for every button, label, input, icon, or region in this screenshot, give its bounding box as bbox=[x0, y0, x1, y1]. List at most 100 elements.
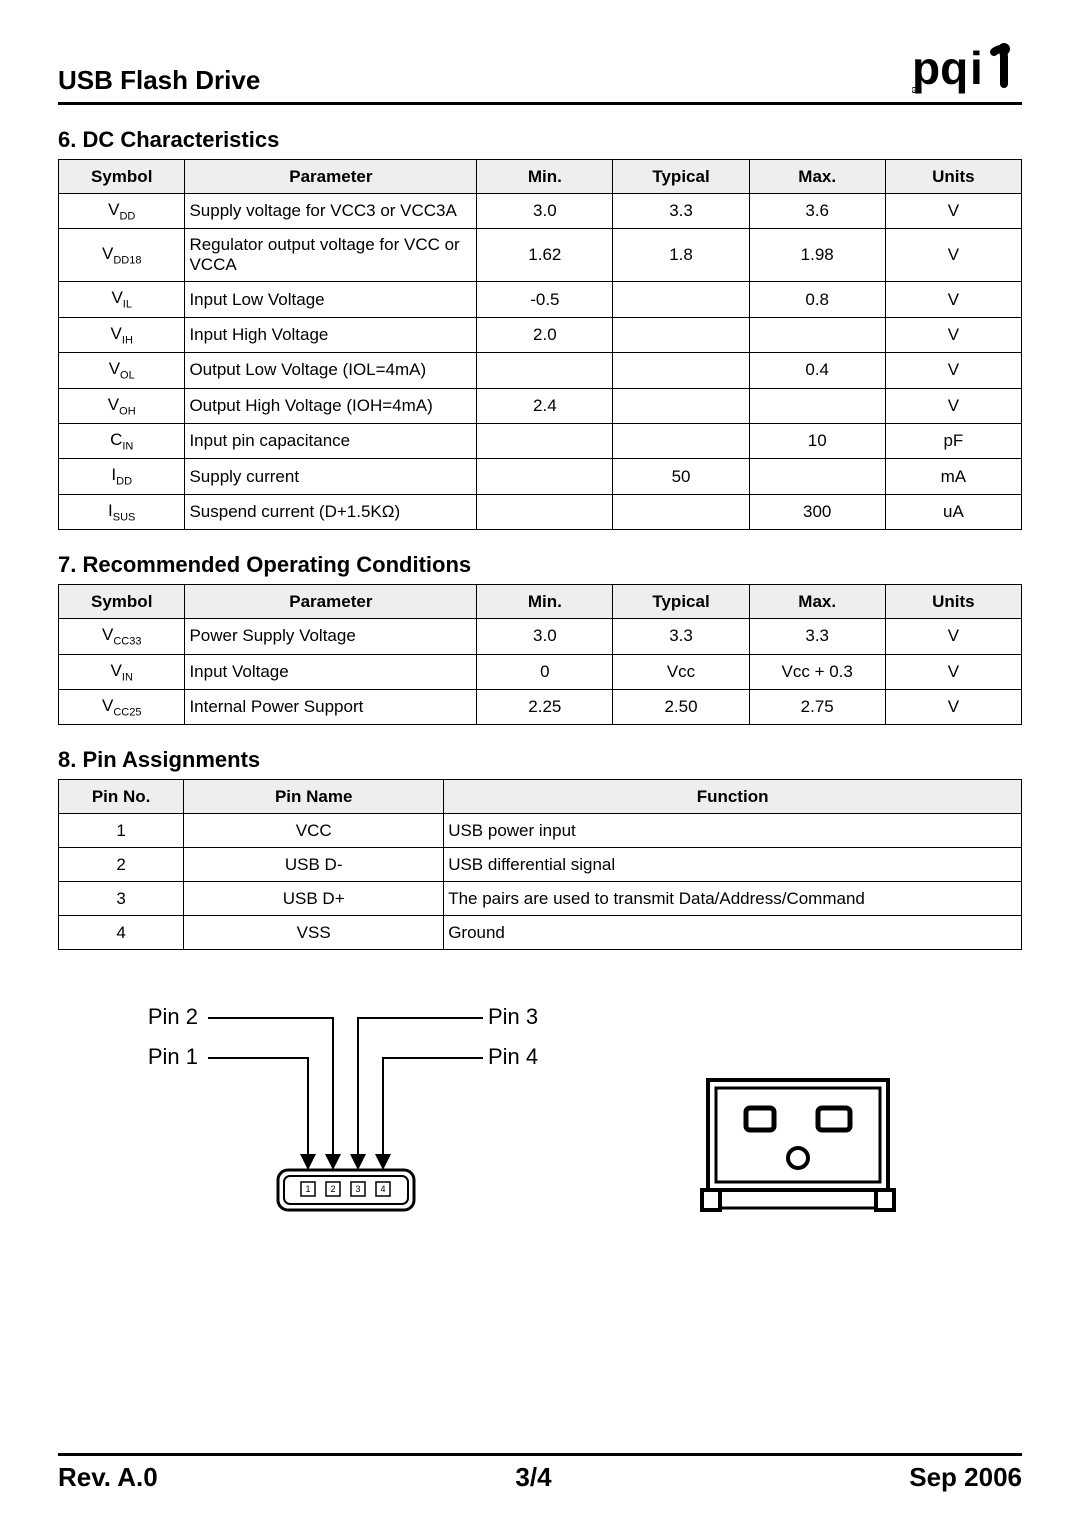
col-typical: Typical bbox=[613, 160, 749, 194]
cell-function: USB differential signal bbox=[444, 848, 1022, 882]
cell-symbol: VDD18 bbox=[59, 229, 185, 282]
section-title-dc: 6. DC Characteristics bbox=[58, 127, 1022, 153]
cell-units: V bbox=[885, 229, 1021, 282]
cell-max: 1.98 bbox=[749, 229, 885, 282]
cell-min bbox=[477, 459, 613, 494]
cell-typical: 1.8 bbox=[613, 229, 749, 282]
table-dc: Symbol Parameter Min. Typical Max. Units… bbox=[58, 159, 1022, 530]
cell-max bbox=[749, 459, 885, 494]
cell-max: 0.8 bbox=[749, 282, 885, 317]
cell-min: 1.62 bbox=[477, 229, 613, 282]
cell-parameter: Input Low Voltage bbox=[185, 282, 477, 317]
cell-function: USB power input bbox=[444, 814, 1022, 848]
cell-units: V bbox=[885, 282, 1021, 317]
cell-units: V bbox=[885, 317, 1021, 352]
svg-text:pq: pq bbox=[912, 42, 968, 94]
label-pin3: Pin 3 bbox=[488, 1004, 538, 1029]
cell-max: 10 bbox=[749, 423, 885, 458]
svg-text:i: i bbox=[970, 42, 983, 94]
table-row: CINInput pin capacitance10pF bbox=[59, 423, 1022, 458]
table-row: 1VCCUSB power input bbox=[59, 814, 1022, 848]
table-row: VDDSupply voltage for VCC3 or VCC3A3.03.… bbox=[59, 194, 1022, 229]
logo: pq i R bbox=[912, 40, 1022, 96]
col-symbol: Symbol bbox=[59, 585, 185, 619]
footer-page: 3/4 bbox=[515, 1462, 551, 1493]
cell-min bbox=[477, 494, 613, 529]
col-parameter: Parameter bbox=[185, 585, 477, 619]
cell-parameter: Power Supply Voltage bbox=[185, 619, 477, 654]
cell-units: pF bbox=[885, 423, 1021, 458]
cell-parameter: Output High Voltage (IOH=4mA) bbox=[185, 388, 477, 423]
cell-symbol: VIH bbox=[59, 317, 185, 352]
cell-pin-no: 1 bbox=[59, 814, 184, 848]
table-row: VOHOutput High Voltage (IOH=4mA)2.4 V bbox=[59, 388, 1022, 423]
cell-parameter: Input High Voltage bbox=[185, 317, 477, 352]
cell-symbol: VIL bbox=[59, 282, 185, 317]
table-rec: Symbol Parameter Min. Typical Max. Units… bbox=[58, 584, 1022, 725]
section-recommended: 7. Recommended Operating Conditions Symb… bbox=[58, 552, 1022, 725]
cell-typical: Vcc bbox=[613, 654, 749, 689]
table-header-row: Pin No. Pin Name Function bbox=[59, 780, 1022, 814]
col-parameter: Parameter bbox=[185, 160, 477, 194]
section-dc-characteristics: 6. DC Characteristics Symbol Parameter M… bbox=[58, 127, 1022, 530]
table-header-row: Symbol Parameter Min. Typical Max. Units bbox=[59, 160, 1022, 194]
cell-pin-no: 3 bbox=[59, 882, 184, 916]
cell-parameter: Input Voltage bbox=[185, 654, 477, 689]
label-pin1: Pin 1 bbox=[148, 1044, 198, 1069]
col-symbol: Symbol bbox=[59, 160, 185, 194]
cell-units: V bbox=[885, 353, 1021, 388]
table-pins: Pin No. Pin Name Function 1VCCUSB power … bbox=[58, 779, 1022, 950]
cell-typical: 3.3 bbox=[613, 194, 749, 229]
cell-symbol: VCC33 bbox=[59, 619, 185, 654]
cell-max: Vcc + 0.3 bbox=[749, 654, 885, 689]
cell-typical: 2.50 bbox=[613, 689, 749, 724]
cell-units: V bbox=[885, 619, 1021, 654]
cell-typical bbox=[613, 317, 749, 352]
table-header-row: Symbol Parameter Min. Typical Max. Units bbox=[59, 585, 1022, 619]
table-row: IDDSupply current50mA bbox=[59, 459, 1022, 494]
pin-box-1: 1 bbox=[305, 1184, 310, 1194]
pin-box-2: 2 bbox=[330, 1184, 335, 1194]
cell-min: 2.0 bbox=[477, 317, 613, 352]
col-units: Units bbox=[885, 160, 1021, 194]
cell-symbol: CIN bbox=[59, 423, 185, 458]
cell-typical bbox=[613, 353, 749, 388]
cell-units: V bbox=[885, 689, 1021, 724]
cell-max: 2.75 bbox=[749, 689, 885, 724]
table-row: VINInput Voltage0VccVcc + 0.3V bbox=[59, 654, 1022, 689]
footer-date: Sep 2006 bbox=[909, 1462, 1022, 1493]
cell-symbol: ISUS bbox=[59, 494, 185, 529]
table-row: VILInput Low Voltage-0.50.8V bbox=[59, 282, 1022, 317]
cell-pin-no: 2 bbox=[59, 848, 184, 882]
svg-text:R: R bbox=[912, 88, 915, 93]
cell-pin-no: 4 bbox=[59, 916, 184, 950]
section-pin-assignments: 8. Pin Assignments Pin No. Pin Name Func… bbox=[58, 747, 1022, 950]
label-pin4: Pin 4 bbox=[488, 1044, 538, 1069]
pin-diagram-area: Pin 2 Pin 1 Pin 3 Pin 4 bbox=[58, 990, 1022, 1270]
cell-typical bbox=[613, 282, 749, 317]
col-min: Min. bbox=[477, 160, 613, 194]
cell-units: V bbox=[885, 194, 1021, 229]
cell-pin-name: VCC bbox=[184, 814, 444, 848]
cell-min: 0 bbox=[477, 654, 613, 689]
cell-max: 3.3 bbox=[749, 619, 885, 654]
col-min: Min. bbox=[477, 585, 613, 619]
cell-function: The pairs are used to transmit Data/Addr… bbox=[444, 882, 1022, 916]
cell-units: V bbox=[885, 388, 1021, 423]
cell-parameter: Suspend current (D+1.5KΩ) bbox=[185, 494, 477, 529]
cell-typical bbox=[613, 494, 749, 529]
page-header: USB Flash Drive pq i R bbox=[58, 40, 1022, 105]
cell-pin-name: USB D- bbox=[184, 848, 444, 882]
cell-parameter: Internal Power Support bbox=[185, 689, 477, 724]
col-max: Max. bbox=[749, 160, 885, 194]
cell-parameter: Regulator output voltage for VCC or VCCA bbox=[185, 229, 477, 282]
table-row: ISUSSuspend current (D+1.5KΩ)300uA bbox=[59, 494, 1022, 529]
cell-symbol: VOH bbox=[59, 388, 185, 423]
cell-typical: 50 bbox=[613, 459, 749, 494]
table-row: 4VSSGround bbox=[59, 916, 1022, 950]
table-row: VOLOutput Low Voltage (IOL=4mA)0.4V bbox=[59, 353, 1022, 388]
cell-function: Ground bbox=[444, 916, 1022, 950]
col-typical: Typical bbox=[613, 585, 749, 619]
cell-min: 2.4 bbox=[477, 388, 613, 423]
table-row: 2USB D-USB differential signal bbox=[59, 848, 1022, 882]
